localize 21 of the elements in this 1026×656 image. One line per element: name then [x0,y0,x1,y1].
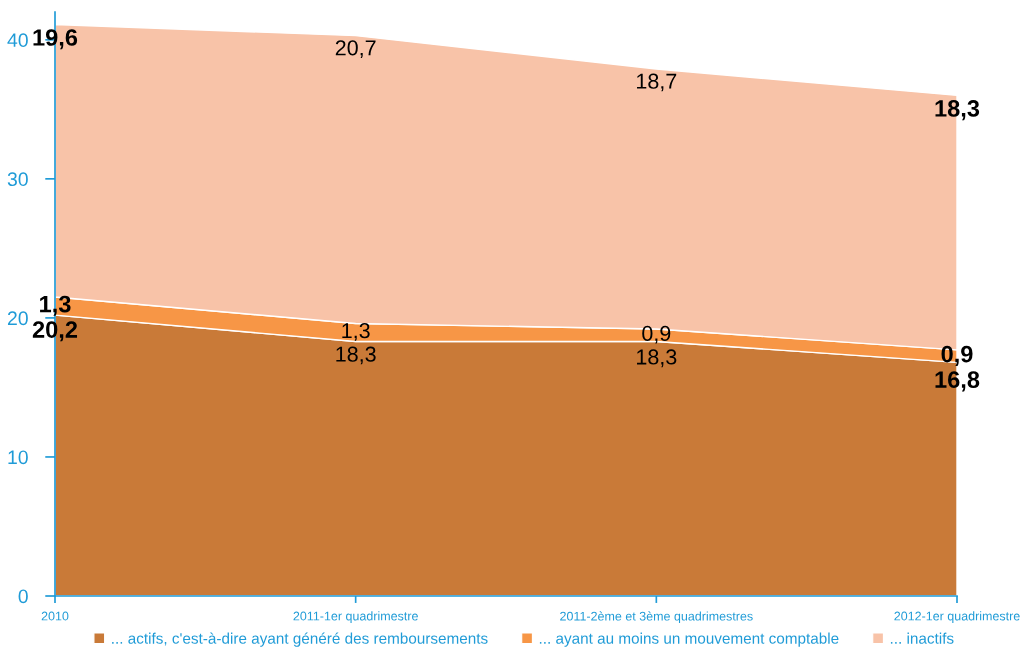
y-tick-label: 30 [7,172,28,187]
x-tick-label: 2010 [41,611,69,621]
x-tick-label: 2011-1er quadrimestre [293,611,418,623]
y-tick-label: 10 [8,450,28,465]
data-label: 0,9 [642,325,671,344]
data-label: 20,2 [32,321,78,342]
legend-label: ... ayant au moins un mouvement comptable [539,632,839,647]
data-label: 1,3 [342,323,370,341]
data-label: 18,3 [637,349,677,368]
y-tick-label: 40 [7,33,28,48]
data-label: 18,7 [637,73,677,92]
legend-label: ... actifs, c'est-à-dire ayant généré des remboursements [112,632,488,647]
y-tick-label: 20 [7,311,28,326]
data-label: 1,3 [40,295,71,316]
x-tick-label: 2012-1er quadrimestre [894,611,1020,623]
legend-label: ... inactifs [890,632,954,644]
y-tick-label: 0 [18,589,28,604]
data-label: 18,3 [935,100,980,121]
data-label: 20,7 [335,40,376,58]
data-label: 18,3 [336,346,376,365]
x-tick-label: 2011-2ème et 3ème quadrimestres [560,611,753,624]
